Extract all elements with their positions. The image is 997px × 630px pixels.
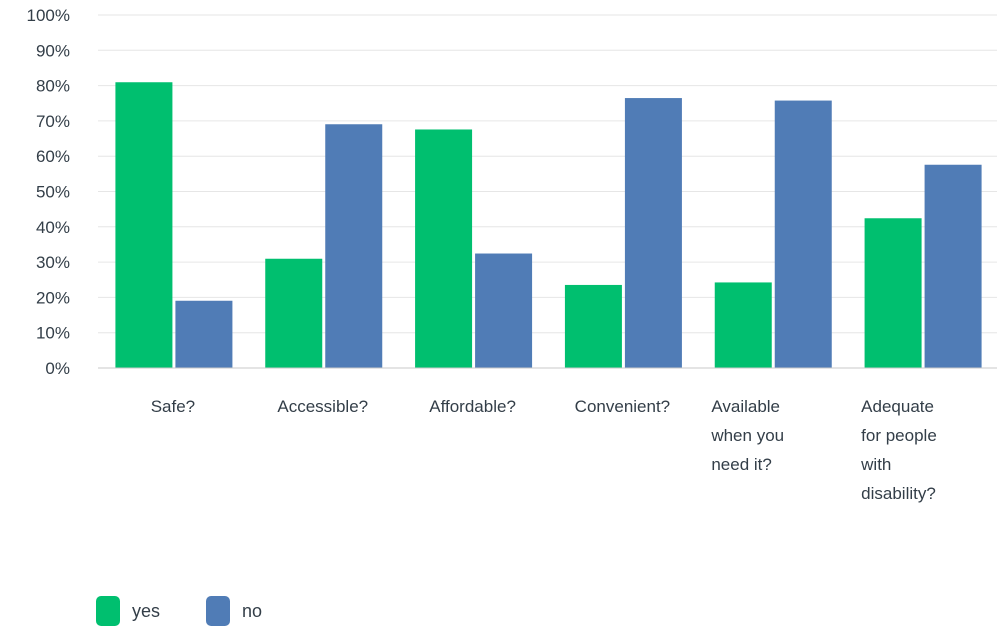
y-tick-label: 100% xyxy=(27,6,70,25)
gridlines xyxy=(98,14,997,334)
bar-yes[interactable] xyxy=(415,129,473,368)
y-tick-label: 0% xyxy=(45,359,70,378)
y-tick-label: 20% xyxy=(36,288,70,307)
x-category-label: Accessible? xyxy=(277,397,368,416)
x-category-label: Convenient? xyxy=(575,397,670,416)
y-tick-label: 40% xyxy=(36,218,70,237)
bar-yes[interactable] xyxy=(864,218,922,368)
bars xyxy=(115,82,982,369)
x-category-label: Available when you need it? xyxy=(710,397,784,474)
x-category-label: Affordable? xyxy=(429,397,516,416)
bar-no[interactable] xyxy=(924,164,982,368)
legend[interactable]: yes no xyxy=(96,596,262,626)
legend-item-yes[interactable]: yes xyxy=(96,596,160,626)
x-category-label: Safe? xyxy=(151,397,195,416)
x-axis-categories: Safe? Accessible? Affordable? Convenient? Av… xyxy=(151,397,937,503)
y-tick-label: 60% xyxy=(36,147,70,166)
bar-yes[interactable] xyxy=(115,82,173,369)
legend-label: no xyxy=(242,601,262,621)
bar-no[interactable] xyxy=(475,253,533,368)
y-tick-label: 50% xyxy=(36,183,70,202)
legend-label: yes xyxy=(132,601,160,621)
y-tick-label: 10% xyxy=(36,324,70,343)
legend-swatch xyxy=(96,596,120,626)
y-tick-label: 70% xyxy=(36,112,70,131)
bar-yes[interactable] xyxy=(564,284,622,368)
y-tick-label: 30% xyxy=(36,253,70,272)
x-category-label: Adequate for people with disability? xyxy=(860,397,937,503)
bar-yes[interactable] xyxy=(265,258,323,368)
bar-no[interactable] xyxy=(175,300,233,368)
bar-yes[interactable] xyxy=(714,282,772,368)
y-tick-label: 90% xyxy=(36,41,70,60)
bar-no[interactable] xyxy=(325,124,383,368)
legend-swatch xyxy=(206,596,230,626)
y-tick-label: 80% xyxy=(36,77,70,96)
y-axis-ticks: 0% 10% 20% 30% 40% 50% 60% 70% 80% 90% 100% xyxy=(27,6,70,378)
legend-item-no[interactable]: no xyxy=(206,596,262,626)
bar-no[interactable] xyxy=(624,98,682,368)
bar-no[interactable] xyxy=(774,100,832,368)
